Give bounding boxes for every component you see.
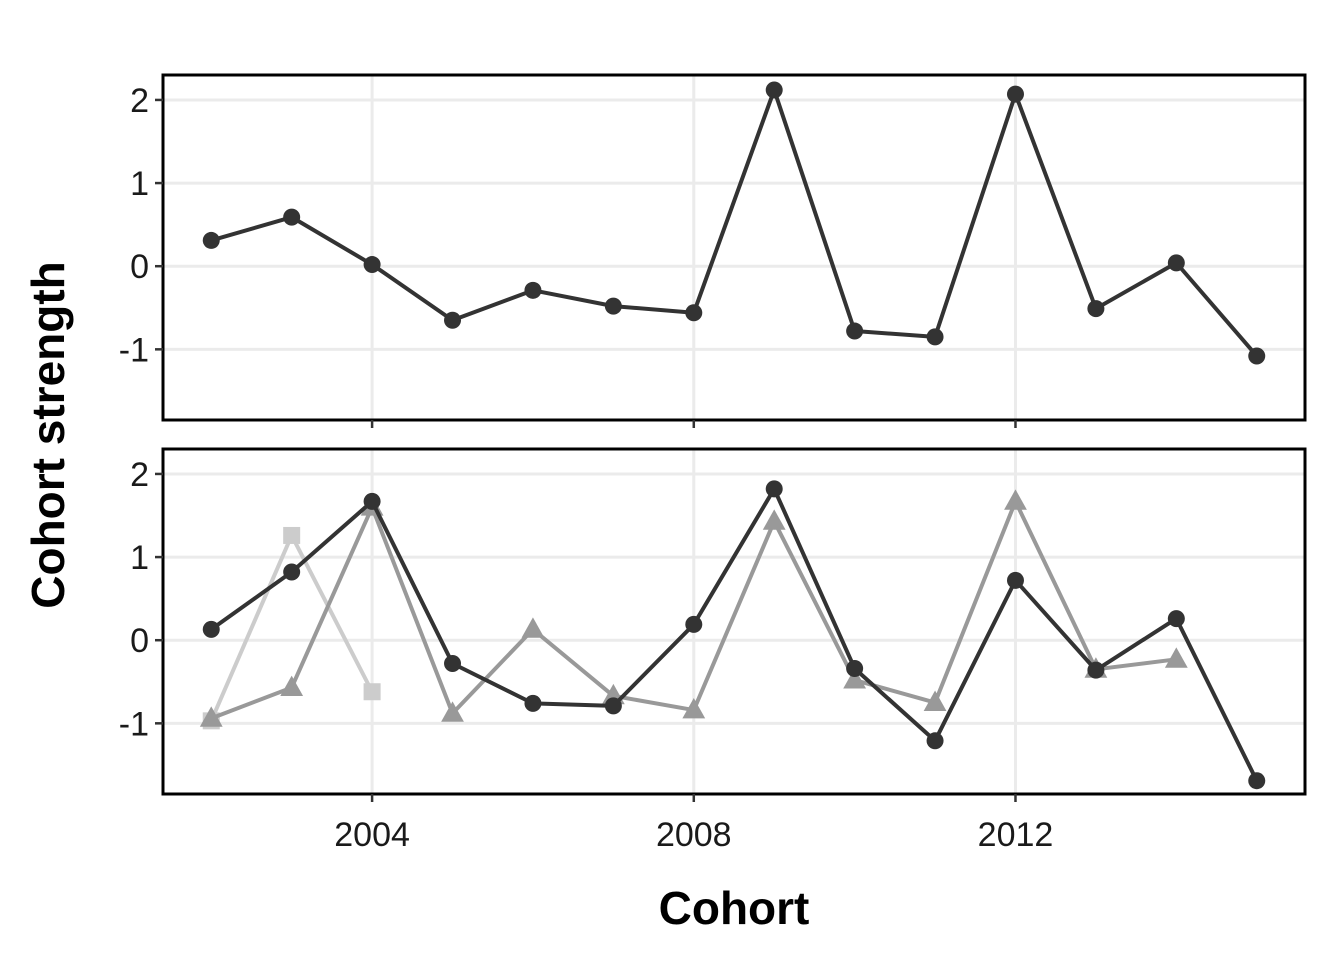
data-point-circle bbox=[202, 231, 220, 249]
data-point-circle bbox=[846, 322, 864, 340]
data-point-circle bbox=[1087, 661, 1105, 679]
data-point-circle bbox=[685, 615, 703, 633]
data-point-circle bbox=[1006, 571, 1024, 589]
data-point-circle bbox=[1248, 347, 1266, 365]
x-tick-label: 2012 bbox=[978, 816, 1054, 854]
x-tick-label: 2004 bbox=[334, 816, 410, 854]
x-axis-title: Cohort bbox=[659, 882, 810, 934]
data-point-circle bbox=[524, 281, 542, 299]
data-point-circle bbox=[363, 492, 381, 510]
chart-panels: -1 0 1 2 -1 0 1 2 2004 2008 2012 bbox=[119, 73, 1307, 854]
data-point-triangle bbox=[1164, 647, 1188, 668]
y-tick-label: 0 bbox=[130, 248, 149, 286]
data-point-triangle bbox=[1004, 489, 1027, 510]
panel-border bbox=[161, 447, 1307, 796]
data-point-circle bbox=[444, 654, 462, 672]
y-tick-label: 0 bbox=[130, 622, 149, 660]
data-point-circle bbox=[765, 480, 783, 498]
y-tick-label: 1 bbox=[130, 539, 149, 577]
data-point-circle bbox=[283, 208, 301, 226]
x-tick-label: 2008 bbox=[656, 816, 732, 854]
data-point-triangle bbox=[843, 668, 867, 689]
data-point-circle bbox=[1006, 85, 1024, 103]
data-point-circle bbox=[765, 81, 783, 99]
series-line bbox=[210, 87, 1259, 358]
y-tick-label: 1 bbox=[130, 165, 149, 203]
data-point-square bbox=[363, 683, 381, 701]
series-1 bbox=[202, 480, 1266, 790]
y-tick-label: 2 bbox=[130, 82, 149, 120]
data-point-circle bbox=[363, 256, 381, 274]
panel-border bbox=[161, 73, 1307, 422]
data-point-triangle bbox=[441, 701, 464, 722]
data-point-triangle bbox=[762, 509, 786, 530]
panel-top: -1 0 1 2 bbox=[119, 73, 1307, 428]
data-point-circle bbox=[444, 311, 462, 329]
data-point-circle bbox=[926, 328, 944, 346]
data-point-circle bbox=[1087, 300, 1105, 318]
data-point-circle bbox=[604, 297, 622, 315]
data-point-triangle bbox=[199, 706, 223, 727]
panel-bottom: -1 0 1 2 2004 2008 2012 bbox=[119, 447, 1307, 854]
data-point-triangle bbox=[280, 675, 304, 696]
data-point-triangle bbox=[521, 617, 545, 638]
y-tick-label: -1 bbox=[119, 331, 149, 369]
series-1 bbox=[202, 81, 1266, 365]
y-axis-title: Cohort strength bbox=[22, 261, 74, 609]
data-point-circle bbox=[202, 620, 220, 638]
data-point-circle bbox=[846, 659, 864, 677]
y-tick-label: 2 bbox=[130, 456, 149, 494]
data-point-circle bbox=[524, 694, 542, 712]
data-point-circle bbox=[1167, 254, 1185, 272]
y-tick-label: -1 bbox=[119, 705, 149, 743]
data-point-circle bbox=[685, 304, 703, 322]
data-point-circle bbox=[604, 697, 622, 715]
data-point-circle bbox=[1248, 772, 1266, 790]
series-line bbox=[210, 486, 1259, 782]
data-point-triangle bbox=[682, 698, 706, 719]
data-point-circle bbox=[1167, 610, 1185, 628]
data-point-circle bbox=[926, 732, 944, 750]
data-point-circle bbox=[283, 563, 301, 581]
data-point-triangle bbox=[923, 690, 947, 711]
data-point-square bbox=[283, 526, 301, 544]
